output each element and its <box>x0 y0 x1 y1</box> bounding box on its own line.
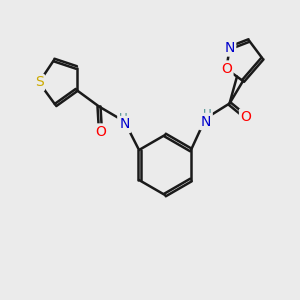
Text: O: O <box>95 125 106 139</box>
Text: N: N <box>200 115 211 128</box>
Text: N: N <box>119 118 130 131</box>
Text: S: S <box>34 76 43 89</box>
Text: H: H <box>118 112 127 125</box>
Text: N: N <box>224 41 235 55</box>
Text: O: O <box>241 110 251 124</box>
Text: H: H <box>202 107 211 121</box>
Text: O: O <box>221 62 232 76</box>
